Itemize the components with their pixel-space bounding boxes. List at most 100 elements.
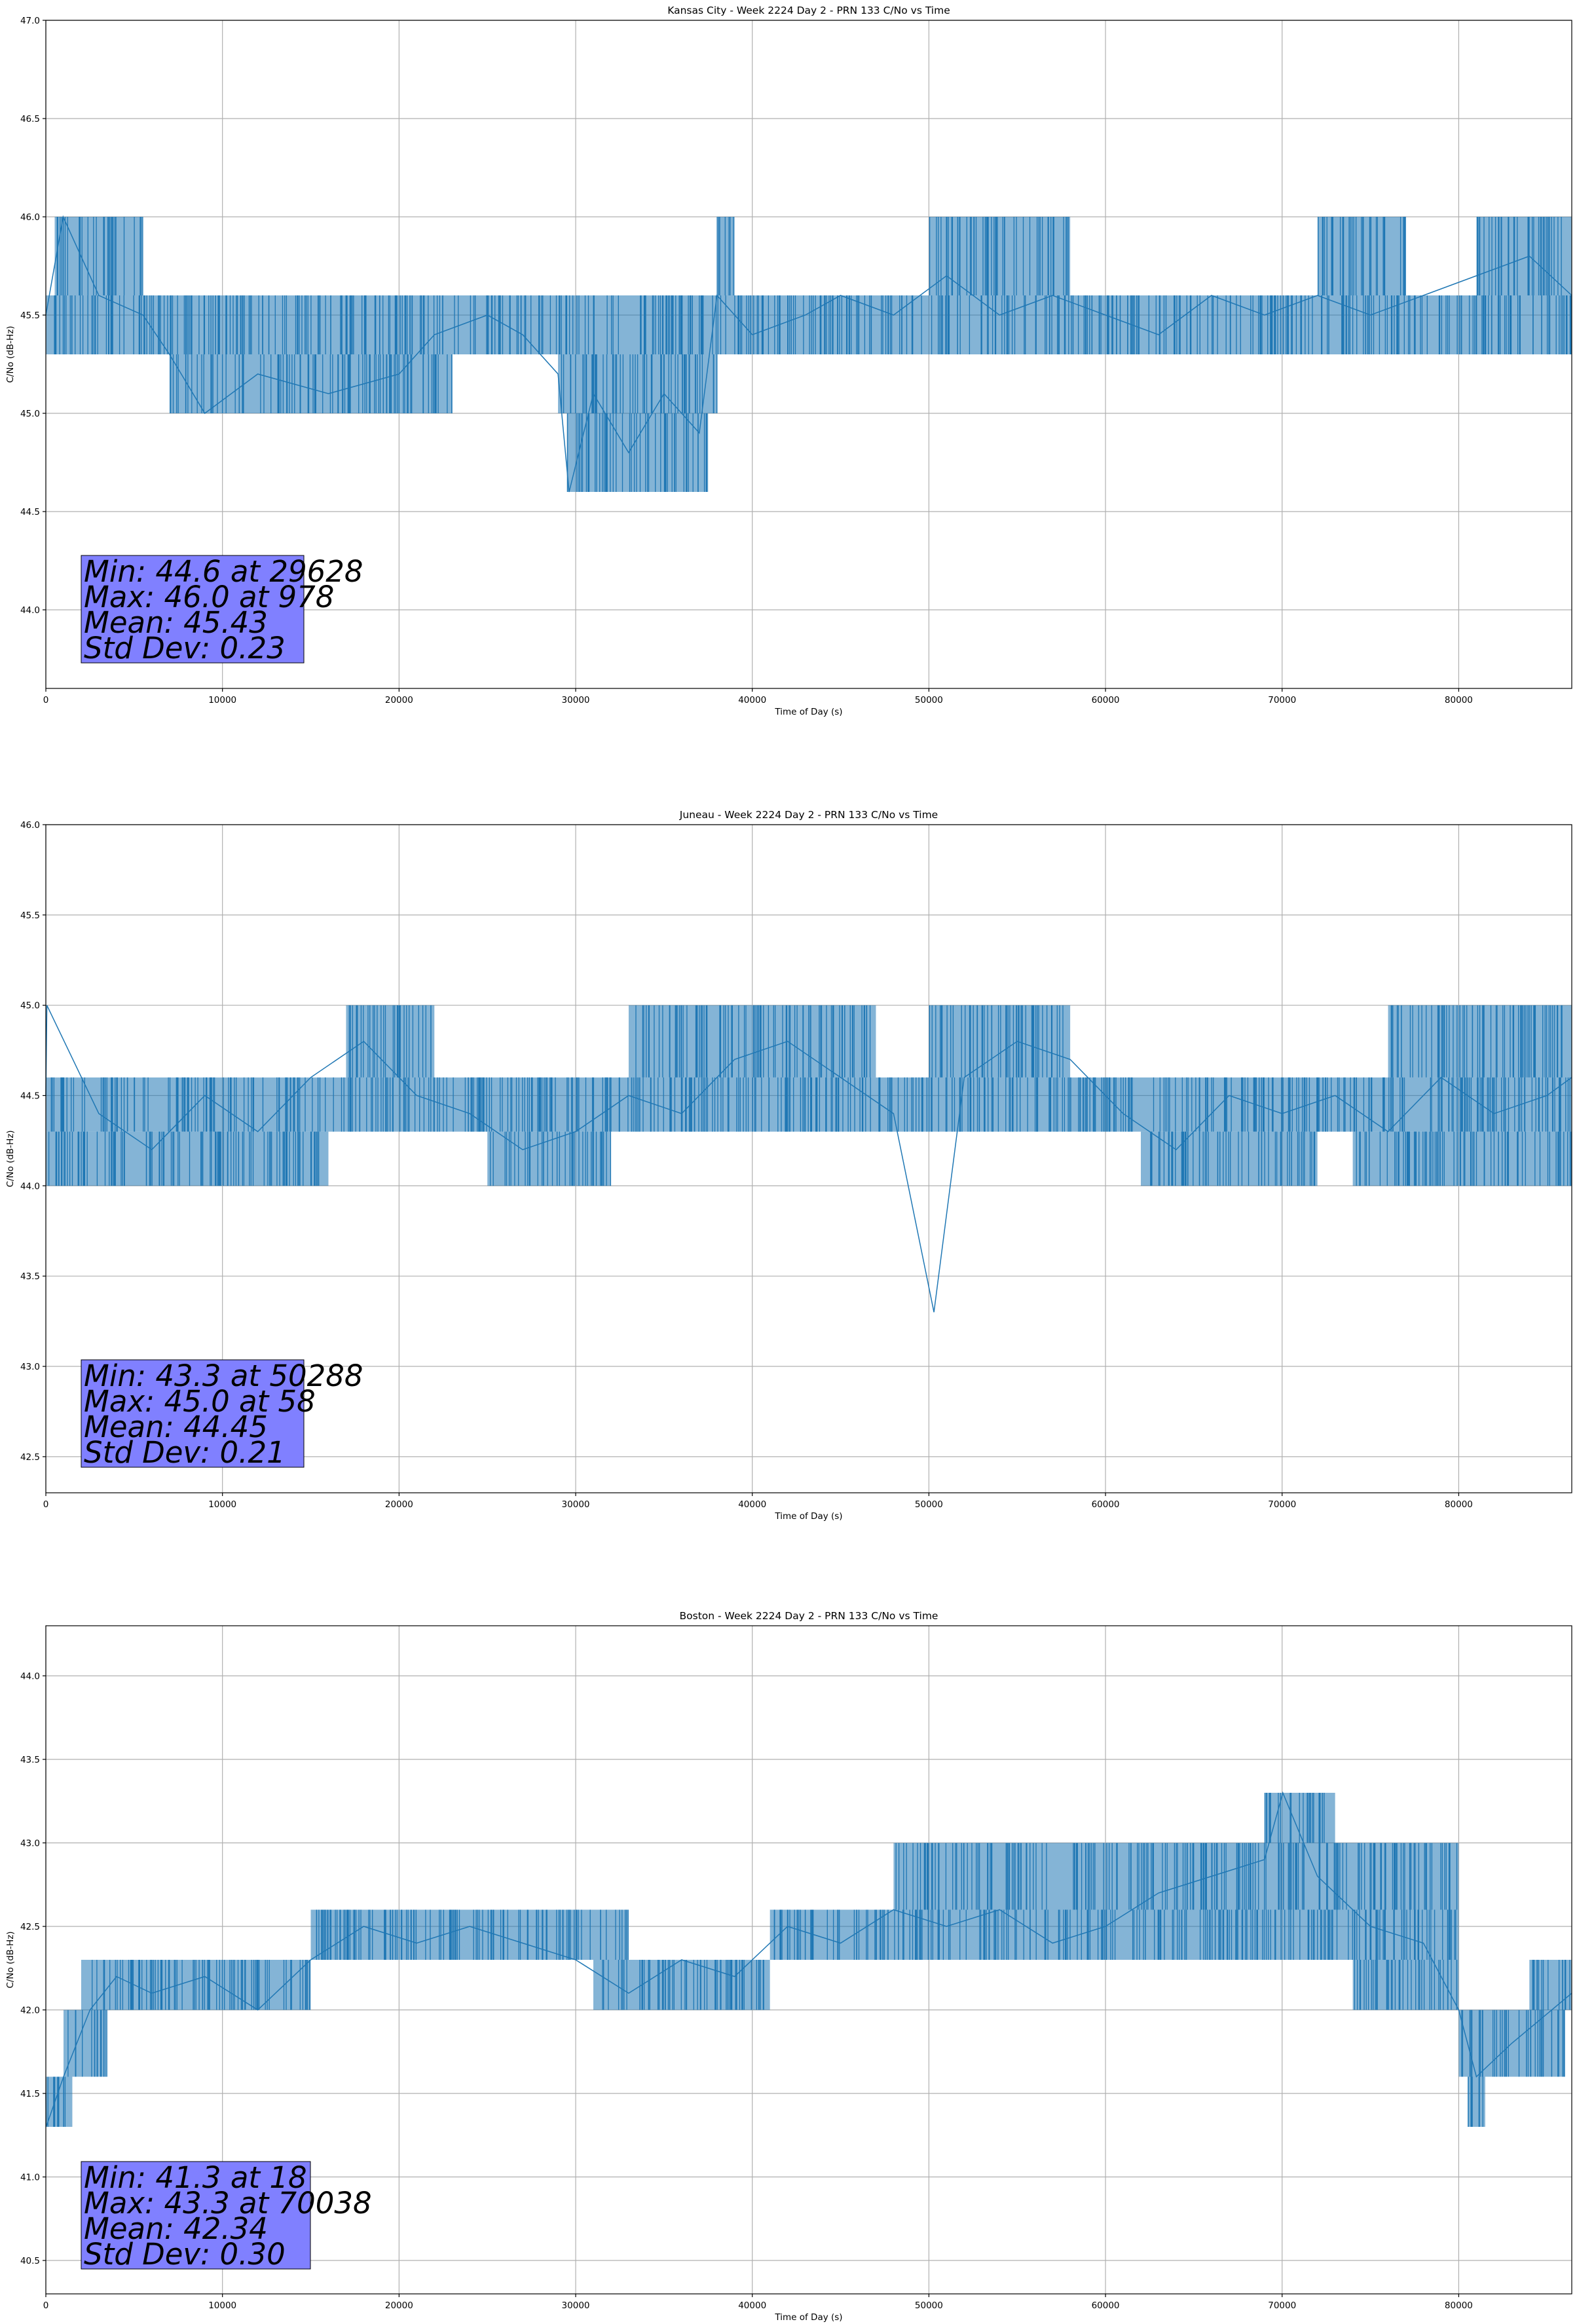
x-tick-label: 10000 (208, 1499, 236, 1510)
juneau-chart: Juneau - Week 2224 Day 2 - PRN 133 C/No … (5, 809, 1572, 1522)
cno-band-spikes (716, 217, 734, 295)
cno-series (45, 215, 1572, 493)
cno-band (1140, 1131, 1318, 1186)
cno-band (346, 1005, 435, 1078)
kansas-city-chart: Kansas City - Week 2224 Day 2 - PRN 133 … (5, 5, 1572, 717)
boston-chart: Boston - Week 2224 Day 2 - PRN 133 C/No … (5, 1610, 1572, 2323)
cno-band-spikes (92, 1960, 310, 2010)
x-tick-label: 80000 (1445, 2300, 1473, 2311)
x-axis-label: Time of Day (s) (774, 2312, 842, 2323)
x-tick-label: 80000 (1445, 1499, 1473, 1510)
cno-band (1476, 217, 1572, 295)
x-tick-label: 0 (43, 2300, 49, 2311)
x-tick-label: 70000 (1268, 1499, 1296, 1510)
cno-band-spikes (1318, 217, 1406, 295)
cno-line (45, 1005, 1572, 1313)
x-tick-label: 40000 (738, 2300, 766, 2311)
cno-band-spikes (1477, 217, 1562, 295)
cno-band (699, 295, 1572, 354)
cno-band-spikes (1468, 2076, 1483, 2127)
cno-band-spikes (1390, 1005, 1563, 1078)
cno-band-spikes (1354, 1960, 1458, 2010)
cno-band-spikes (54, 295, 187, 354)
y-tick-label: 44.0 (20, 1672, 40, 1682)
y-tick-label: 43.0 (20, 1839, 40, 1849)
x-tick-label: 20000 (385, 695, 413, 705)
cno-band-spikes (1532, 1960, 1570, 2010)
y-tick-label: 44.0 (20, 605, 40, 616)
cno-band-spikes (929, 1005, 1064, 1078)
x-tick-label: 50000 (915, 2300, 943, 2311)
cno-band (46, 1131, 329, 1186)
cno-band (46, 1077, 1572, 1132)
cno-band (929, 217, 1071, 295)
cno-band-spikes (50, 1077, 1570, 1132)
x-tick-label: 50000 (915, 695, 943, 705)
y-axis-label: C/No (dB-Hz) (5, 1130, 16, 1187)
cno-band (46, 295, 187, 354)
x-tick-label: 40000 (738, 695, 766, 705)
y-tick-label: 40.5 (20, 2256, 40, 2266)
cno-line (45, 215, 1572, 493)
cno-band (566, 413, 709, 492)
cno-band (1467, 2076, 1485, 2127)
stat-max: Max: 43.3 at 70038 (84, 2186, 372, 2221)
x-tick-label: 40000 (738, 1499, 766, 1510)
x-tick-label: 60000 (1092, 1499, 1120, 1510)
x-tick-label: 0 (43, 1499, 49, 1510)
cno-band (770, 1909, 1459, 1960)
x-tick-label: 10000 (208, 2300, 236, 2311)
cno-band-spikes (1150, 1131, 1316, 1186)
stat-min: Min: 44.6 at 29628 (84, 554, 363, 589)
stats-box (81, 2161, 311, 2270)
stat-mean: Mean: 42.34 (84, 2211, 268, 2246)
x-tick-label: 70000 (1268, 695, 1296, 705)
x-tick-label: 50000 (915, 1499, 943, 1510)
stat-stddev: Std Dev: 0.23 (84, 631, 286, 665)
x-tick-label: 30000 (562, 695, 590, 705)
chart-title: Juneau - Week 2224 Day 2 - PRN 133 C/No … (679, 809, 938, 821)
axis-ticks: 0 10000 20000 30000 40000 50000 60000 70000 8000… (20, 820, 1473, 1510)
x-tick-label: 60000 (1092, 695, 1120, 705)
y-tick-label: 47.0 (20, 16, 40, 26)
cno-band-spikes (895, 1843, 1458, 1910)
x-tick-label: 70000 (1268, 2300, 1296, 2311)
x-tick-label: 10000 (208, 695, 236, 705)
x-tick-label: 80000 (1445, 695, 1473, 705)
cno-band (310, 1909, 629, 1960)
y-tick-label: 45.5 (20, 310, 40, 321)
axis-ticks: 0 10000 20000 30000 40000 50000 60000 70000 8000… (20, 1672, 1473, 2312)
cno-band-spikes (490, 1131, 612, 1186)
cno-band-spikes (170, 354, 453, 413)
x-tick-label: 20000 (385, 1499, 413, 1510)
cno-band-spikes (929, 217, 1069, 295)
axes-frame (45, 824, 1572, 1493)
chart-title: Boston - Week 2224 Day 2 - PRN 133 C/No … (680, 1610, 938, 1622)
y-tick-label: 45.0 (20, 409, 40, 419)
cno-band (929, 1005, 1071, 1078)
y-axis-label: C/No (dB-Hz) (5, 326, 16, 383)
stats-box (81, 555, 305, 664)
cno-band-spikes (561, 354, 718, 413)
x-tick-label: 20000 (385, 2300, 413, 2311)
y-tick-label: 43.0 (20, 1362, 40, 1372)
x-axis-label: Time of Day (s) (774, 707, 842, 717)
cno-band (1352, 1960, 1459, 2010)
x-tick-label: 0 (43, 695, 49, 705)
stats-box (81, 1359, 305, 1468)
stat-min: Min: 41.3 at 18 (84, 2160, 307, 2195)
y-tick-label: 42.0 (20, 2006, 40, 2016)
cno-band-spikes (1356, 1131, 1572, 1186)
cno-band (628, 1005, 876, 1078)
cno-band (1352, 1131, 1572, 1186)
stat-stddev: Std Dev: 0.30 (84, 2237, 286, 2272)
stat-mean: Mean: 44.45 (84, 1410, 268, 1444)
y-tick-label: 46.0 (20, 820, 40, 831)
cno-band-spikes (773, 1909, 1456, 1960)
stat-mean: Mean: 45.43 (84, 605, 268, 640)
stat-max: Max: 45.0 at 58 (84, 1384, 316, 1419)
cno-band-spikes (67, 2010, 107, 2077)
cno-line (45, 1791, 1572, 2127)
cno-band-spikes (187, 295, 693, 354)
